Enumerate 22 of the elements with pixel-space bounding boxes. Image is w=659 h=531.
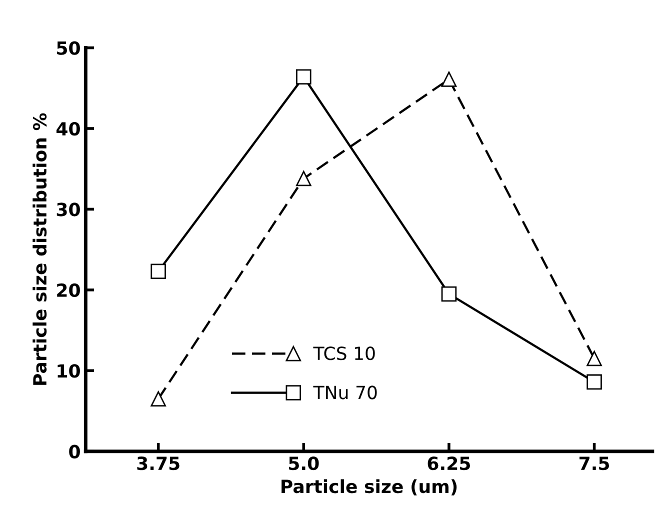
point: [441, 286, 457, 302]
y-tick-label: 0: [69, 444, 80, 458]
x-axis-title: Particle size (um): [282, 479, 457, 496]
y-axis-title: Particle size distribution %: [32, 113, 47, 385]
point: [296, 69, 312, 84]
y-tick-label: 40: [56, 122, 80, 136]
x-tick-label: 3.75: [137, 456, 180, 470]
point: [586, 374, 602, 390]
point: [150, 264, 166, 279]
y-tick-label: 10: [58, 364, 80, 378]
legend-label: TNu 70: [313, 386, 377, 400]
legend-label: TCS 10: [313, 346, 375, 360]
x-tick-label: 6.25: [428, 456, 470, 470]
point: [150, 391, 166, 407]
y-tick-label: 50: [57, 41, 80, 55]
point: [441, 72, 457, 87]
y-tick-label: 30: [56, 202, 80, 216]
point: [586, 350, 602, 366]
x-tick-label: 5.0: [289, 456, 319, 470]
point: [296, 170, 312, 186]
x-tick-label: 7.5: [580, 456, 610, 470]
y-tick-label: 20: [57, 283, 80, 298]
